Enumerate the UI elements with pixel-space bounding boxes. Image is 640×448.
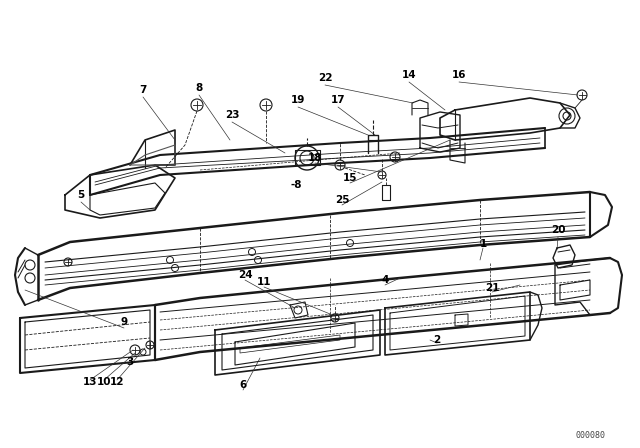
Text: 23: 23 — [225, 110, 239, 120]
Text: 19: 19 — [291, 95, 305, 105]
Text: 10: 10 — [97, 377, 111, 387]
Text: 000080: 000080 — [575, 431, 605, 439]
Text: 15: 15 — [343, 173, 357, 183]
Text: 8: 8 — [195, 83, 203, 93]
Text: 22: 22 — [317, 73, 332, 83]
Text: 7: 7 — [140, 85, 147, 95]
Text: 21: 21 — [484, 283, 499, 293]
Text: 20: 20 — [551, 225, 565, 235]
Text: 12: 12 — [109, 377, 124, 387]
Text: 18: 18 — [308, 153, 323, 163]
Text: 3: 3 — [126, 357, 134, 367]
Text: 14: 14 — [402, 70, 416, 80]
Text: 9: 9 — [120, 317, 127, 327]
Text: 16: 16 — [452, 70, 467, 80]
Text: 5: 5 — [77, 190, 84, 200]
Text: 13: 13 — [83, 377, 97, 387]
Text: 24: 24 — [237, 270, 252, 280]
Text: 6: 6 — [239, 380, 246, 390]
Text: 25: 25 — [335, 195, 349, 205]
Text: -8: -8 — [291, 180, 301, 190]
Text: 17: 17 — [331, 95, 346, 105]
Text: 2: 2 — [433, 335, 440, 345]
Text: 1: 1 — [479, 239, 486, 249]
Text: 4: 4 — [381, 275, 388, 285]
Text: 11: 11 — [257, 277, 271, 287]
